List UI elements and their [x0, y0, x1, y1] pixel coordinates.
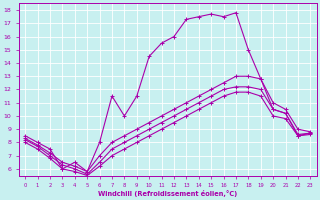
- X-axis label: Windchill (Refroidissement éolien,°C): Windchill (Refroidissement éolien,°C): [98, 190, 237, 197]
